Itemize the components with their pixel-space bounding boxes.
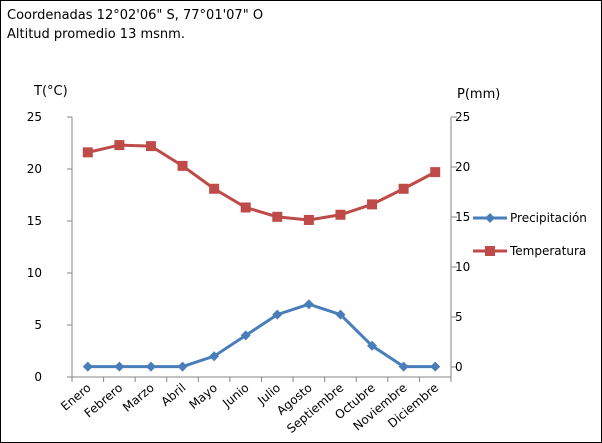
data-point-precipitaci-n	[335, 309, 346, 320]
y-left-tick-label: 0	[34, 370, 42, 384]
data-point-precipitaci-n	[367, 340, 378, 351]
data-point-temperatura	[240, 202, 251, 213]
legend-marker-temperatura	[485, 246, 495, 256]
data-point-precipitaci-n	[209, 351, 220, 362]
coordinates-text: Coordenadas 12°02'06" S, 77°01'07" O	[7, 8, 264, 23]
data-point-temperatura	[209, 183, 220, 194]
series-layer	[82, 140, 441, 372]
data-point-temperatura	[177, 160, 188, 171]
data-point-temperatura	[272, 211, 283, 222]
x-tick-label: Marzo	[120, 381, 157, 415]
data-point-temperatura	[367, 199, 378, 210]
data-point-precipitaci-n	[303, 299, 314, 310]
series-line-temperatura	[87, 143, 436, 222]
y-right-tick-label: 15	[455, 210, 470, 224]
legend-label-precipitaci-n: Precipitación	[510, 211, 587, 225]
y-left-tick-label: 15	[27, 214, 42, 228]
y-left-tick-label: 10	[27, 266, 42, 280]
y-right-tick-label: 20	[455, 160, 470, 174]
y-right-tick-label: 5	[455, 310, 463, 324]
data-point-precipitaci-n	[145, 361, 156, 372]
y-right-tick-label: 25	[455, 110, 470, 124]
data-point-precipitaci-n	[240, 330, 251, 341]
y-right-tick-label: 0	[455, 360, 463, 374]
altitude-text: Altitud promedio 13 msnm.	[7, 27, 185, 42]
data-point-temperatura	[303, 214, 314, 225]
y-right-tick-label: 10	[455, 260, 470, 274]
series-line-precipitaci-n	[87, 302, 436, 369]
data-point-temperatura	[114, 140, 125, 151]
y-axis-right-label: P(mm)	[457, 87, 500, 102]
y-left-tick-label: 5	[34, 318, 42, 332]
data-point-temperatura	[82, 147, 93, 158]
data-point-precipitaci-n	[177, 361, 188, 372]
data-point-temperatura	[398, 183, 409, 194]
data-point-precipitaci-n	[114, 361, 125, 372]
x-tick-label: Mayo	[186, 381, 220, 412]
x-tick-label: Abril	[158, 381, 188, 409]
data-point-temperatura	[335, 209, 346, 220]
legend-marker-precipitaci-n	[485, 213, 495, 223]
data-point-precipitaci-n	[398, 361, 409, 372]
y-left-tick-label: 25	[27, 110, 42, 124]
legend-label-temperatura: Temperatura	[509, 244, 586, 258]
x-tick-label: Junio	[219, 381, 251, 411]
data-point-temperatura	[145, 141, 156, 152]
data-point-precipitaci-n	[272, 309, 283, 320]
data-point-temperatura	[430, 167, 441, 178]
legend: Precipitación Temperatura	[473, 211, 587, 258]
y-axis-left-label: T(°C)	[33, 84, 68, 99]
data-point-precipitaci-n	[430, 361, 441, 372]
y-left-tick-label: 20	[27, 162, 42, 176]
data-point-precipitaci-n	[82, 361, 93, 372]
